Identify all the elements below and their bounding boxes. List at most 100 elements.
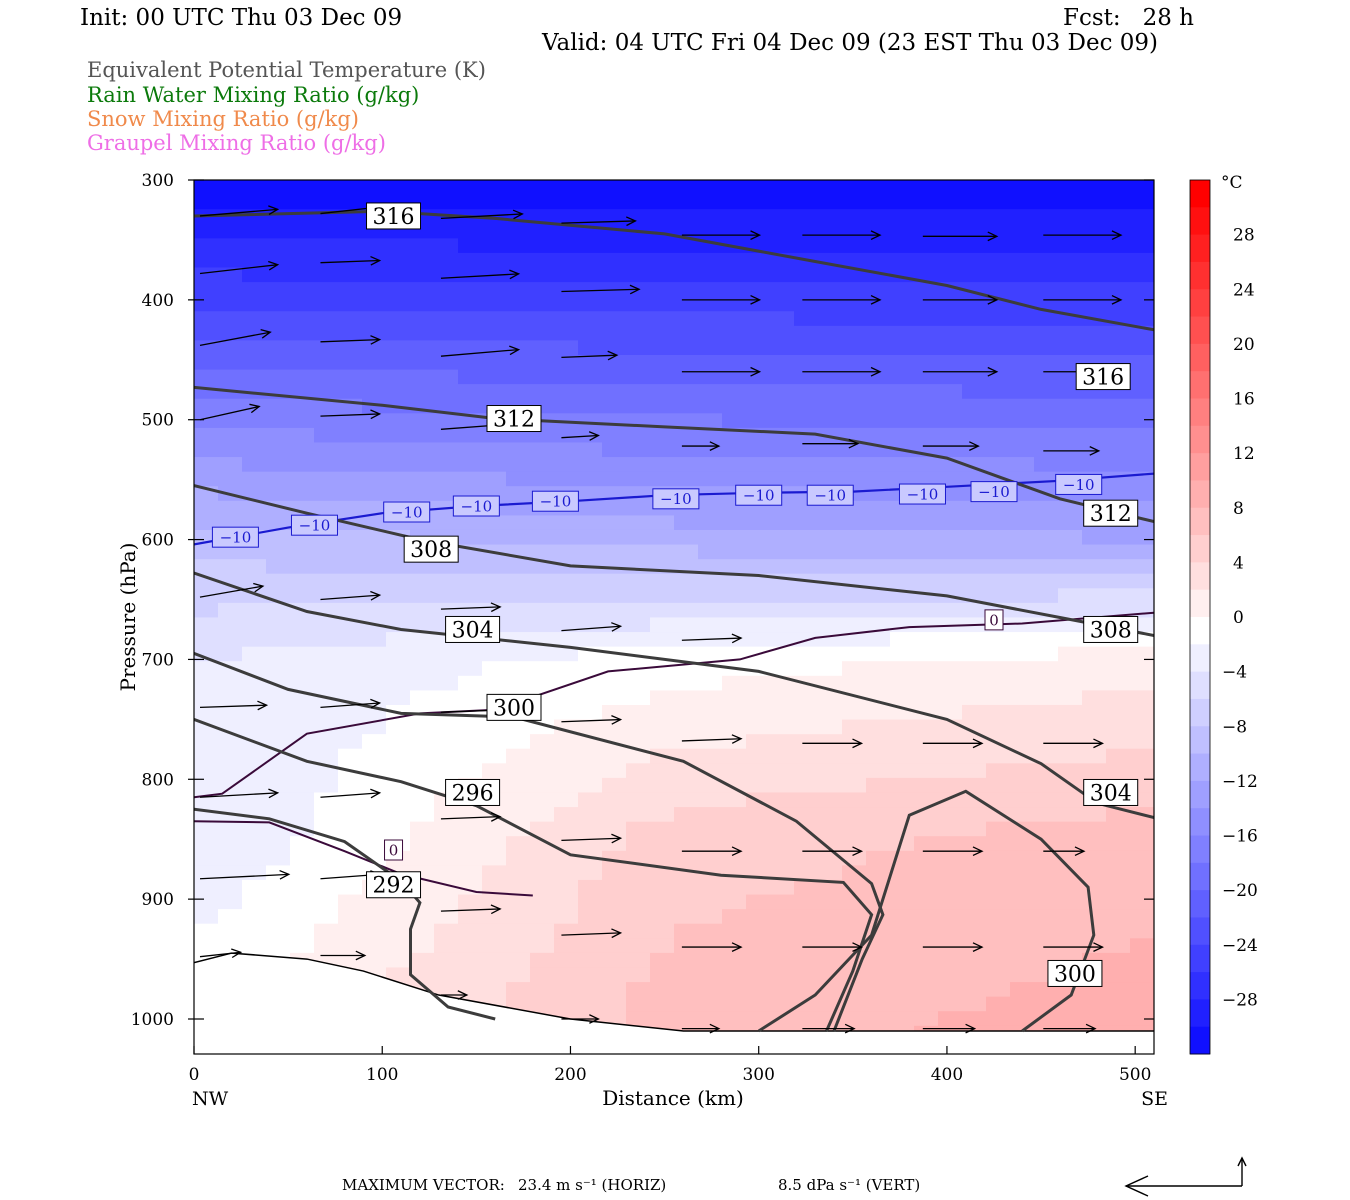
temperature-cell (554, 617, 579, 633)
y-tick-label: 1000 (131, 1010, 174, 1030)
temperature-cell (410, 850, 435, 866)
temperature-cell (266, 646, 291, 662)
wind-vector (561, 622, 623, 632)
temperature-cell (506, 180, 531, 196)
temperature-cell (866, 792, 891, 808)
temperature-cell (962, 457, 987, 473)
temperature-cell (650, 354, 675, 371)
temperature-cell (194, 354, 219, 371)
temperature-cell (530, 588, 555, 604)
temperature-cell (986, 967, 1011, 983)
temperature-cell (362, 413, 387, 429)
temperature-cell (842, 734, 867, 750)
wind-vector (440, 904, 502, 915)
svg-text:0: 0 (989, 611, 999, 629)
temperature-cell (866, 646, 891, 662)
temperature-cell (1082, 909, 1107, 925)
temperature-cell (506, 602, 531, 619)
temperature-cell (338, 267, 363, 283)
terrain-line (194, 952, 1154, 1032)
temperature-cell (650, 209, 675, 225)
temperature-cell (746, 894, 771, 910)
temperature-cell (650, 879, 675, 896)
temperature-cell (314, 894, 339, 910)
minus10-label: −10 (531, 490, 579, 512)
temperature-cell (578, 894, 603, 910)
temperature-cell (1082, 675, 1107, 691)
temperature-cell (962, 675, 987, 691)
temperature-cell (578, 588, 603, 604)
temperature-cell (434, 588, 459, 604)
temperature-cell (338, 457, 363, 473)
temperature-cell (194, 325, 219, 342)
temperature-cell (1082, 442, 1107, 458)
theta-e-label: 316 (1075, 363, 1131, 390)
colorbar-bin (1190, 480, 1210, 509)
temperature-cell (890, 836, 915, 852)
temperature-cell (866, 865, 891, 881)
temperature-cell (482, 588, 507, 604)
temperature-cell (914, 675, 939, 691)
temperature-cell (962, 369, 987, 385)
temperature-cell (1034, 252, 1059, 269)
temperature-cell (818, 865, 843, 881)
temperature-cell (698, 529, 723, 546)
temperature-cell (962, 909, 987, 925)
temperature-cell (986, 544, 1011, 560)
temperature-cell (218, 938, 243, 954)
temperature-cell (866, 748, 891, 764)
temperature-cell (938, 704, 963, 721)
temperature-cell (1106, 413, 1131, 429)
temperature-cell (914, 354, 939, 371)
temperature-cell (770, 559, 795, 575)
temperature-cell (242, 865, 267, 881)
temperature-cell (674, 982, 699, 998)
temperature-cell (650, 282, 675, 298)
temperature-cell (962, 311, 987, 327)
temperature-cell (338, 238, 363, 254)
temperature-cell (842, 413, 867, 429)
colorbar-unit: °C (1221, 173, 1243, 193)
temperature-cell (1106, 850, 1131, 866)
temperature-cell (410, 690, 435, 706)
temperature-cell (962, 223, 987, 239)
temperature-cell (218, 850, 243, 866)
colorbar-bin (1190, 972, 1210, 1000)
temperature-cell (242, 223, 267, 239)
temperature-cell (314, 573, 339, 589)
temperature-cell (938, 384, 963, 400)
temperature-cell (362, 457, 387, 473)
temperature-cell (458, 821, 483, 837)
temperature-cell (458, 354, 483, 371)
temperature-cell (962, 996, 987, 1012)
temperature-cell (722, 296, 747, 312)
temperature-cell (410, 311, 435, 327)
temperature-cell (698, 734, 723, 750)
temperature-cell (938, 238, 963, 254)
temperature-cell (338, 384, 363, 400)
temperature-cell (194, 602, 219, 619)
temperature-cell (338, 792, 363, 808)
temperature-cell (482, 471, 507, 487)
temperature-cell (914, 734, 939, 750)
colorbar-bin (1190, 671, 1210, 700)
temperature-cell (482, 909, 507, 925)
temperature-cell (722, 690, 747, 706)
temperature-cell (338, 194, 363, 210)
wind-vector (320, 409, 382, 420)
temperature-cell (746, 967, 771, 983)
temperature-cell (770, 661, 795, 677)
temperature-cell (434, 807, 459, 823)
temperature-cell (650, 704, 675, 721)
temperature-cell (842, 267, 867, 283)
temperature-cell (770, 879, 795, 896)
wind-vector (320, 698, 382, 709)
temperature-cell (962, 515, 987, 531)
temperature-cell (1034, 398, 1059, 414)
temperature-cell (1130, 194, 1154, 210)
temperature-cell (554, 734, 579, 750)
temperature-cell (362, 821, 387, 837)
temperature-cell (314, 442, 339, 458)
colorbar-tick-label: 8 (1233, 499, 1244, 519)
temperature-cell (458, 602, 483, 619)
